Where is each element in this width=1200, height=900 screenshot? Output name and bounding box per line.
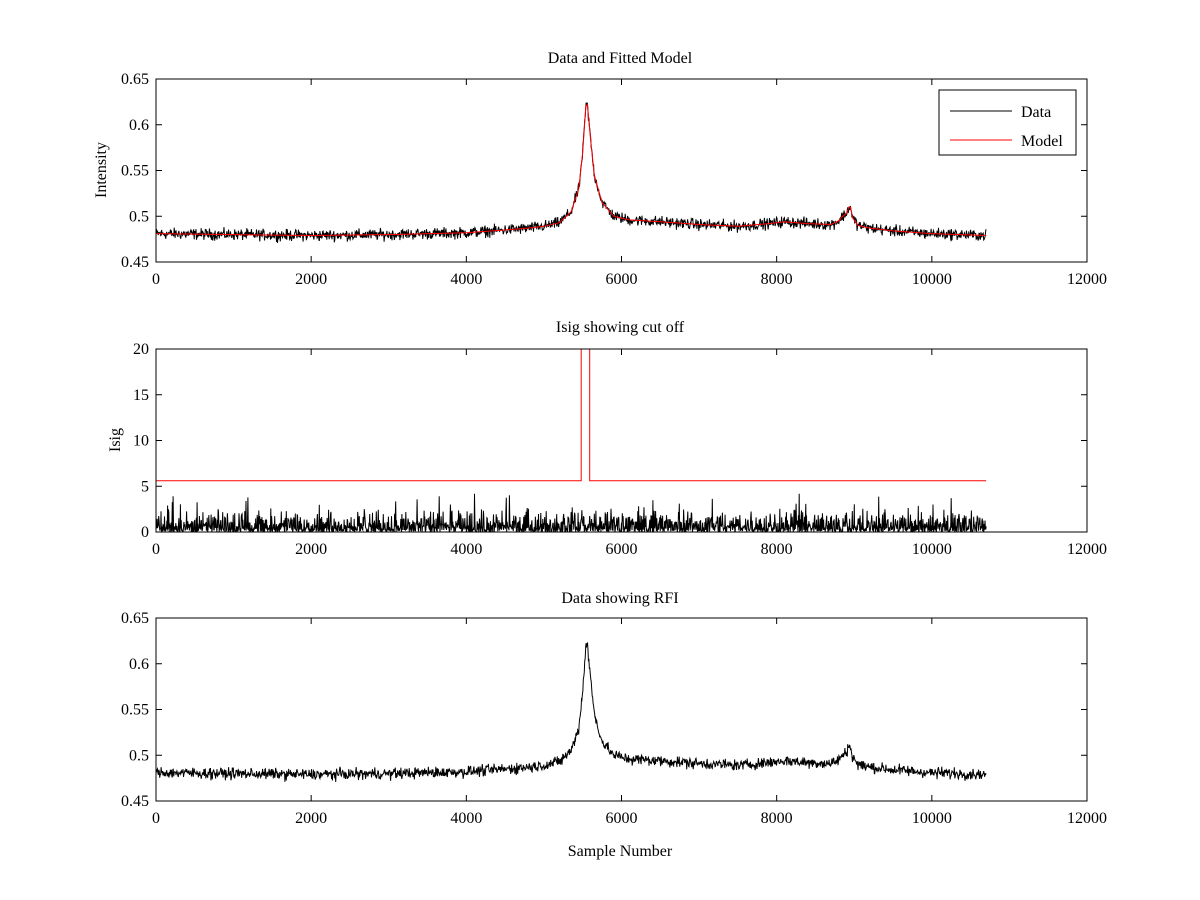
panel-1-axes: 0 2000 4000 6000 8000 10000 12000 0.45 0.5 0.55 0.… [121, 71, 1107, 288]
y-tick-label: 0 [141, 524, 149, 541]
panel-3-series-signal-line [156, 642, 987, 783]
y-tick-label: 15 [133, 387, 149, 404]
x-tick-label: 0 [152, 541, 160, 558]
legend-label-model: Model [1021, 133, 1063, 150]
y-tick-label: 0.5 [129, 208, 149, 225]
y-tick-label: 10 [133, 433, 149, 450]
y-tick-label: 0.6 [129, 117, 149, 134]
x-tick-label: 6000 [606, 810, 638, 827]
y-tick-label: 0.45 [121, 793, 149, 810]
y-tick-label: 0.65 [121, 610, 149, 627]
x-tick-label: 12000 [1067, 541, 1107, 558]
y-tick-label: 5 [141, 478, 149, 495]
panel-2-axes: 0 2000 4000 6000 8000 10000 12000 0 5 10 15 20 [133, 341, 1107, 558]
x-tick-label: 8000 [761, 271, 793, 288]
panel-2-ylabel: Isig [107, 428, 124, 452]
panel-data-showing-rfi: Data showing RFI Sample Number 0 2000 4000… [121, 590, 1107, 860]
y-tick-label: 20 [133, 341, 149, 358]
x-tick-label: 0 [152, 271, 160, 288]
x-tick-label: 8000 [761, 810, 793, 827]
x-tick-label: 4000 [450, 271, 482, 288]
x-tick-label: 6000 [606, 271, 638, 288]
legend-label-data: Data [1021, 104, 1051, 121]
panel-3-title: Data showing RFI [561, 590, 678, 607]
x-tick-label: 0 [152, 810, 160, 827]
panel-1-ylabel: Intensity [93, 142, 110, 198]
panel-1-plot-area [156, 101, 987, 243]
x-tick-label: 2000 [295, 810, 327, 827]
x-tick-label: 10000 [912, 541, 952, 558]
x-tick-label: 12000 [1067, 810, 1107, 827]
panel-data-and-fitted-model: Data and Fitted Model Intensity 0 2000 400… [93, 50, 1107, 288]
y-tick-label: 0.5 [129, 747, 149, 764]
x-tick-label: 4000 [450, 810, 482, 827]
x-tick-label: 4000 [450, 541, 482, 558]
x-tick-label: 10000 [912, 271, 952, 288]
panel-3-plot-area [156, 642, 987, 783]
panel-isig-showing-cut-off: Isig showing cut off Isig 0 2000 4000 6000 8… [107, 319, 1107, 558]
x-tick-label: 12000 [1067, 271, 1107, 288]
panel-1-title: Data and Fitted Model [548, 50, 693, 67]
y-tick-label: 0.55 [121, 163, 149, 180]
x-tick-label: 2000 [295, 541, 327, 558]
y-tick-label: 0.55 [121, 702, 149, 719]
panel-2-series-cutoff-line [156, 349, 987, 482]
x-tick-label: 2000 [295, 271, 327, 288]
panel-1-legend: Data Model [938, 89, 1077, 156]
legend-box [938, 89, 1077, 156]
x-tick-label: 8000 [761, 541, 793, 558]
y-tick-label: 0.45 [121, 254, 149, 271]
x-tick-label: 6000 [606, 541, 638, 558]
y-tick-label: 0.65 [121, 71, 149, 88]
panel-1-series-model-line [156, 103, 987, 237]
y-tick-label: 0.6 [129, 656, 149, 673]
x-tick-label: 10000 [912, 810, 952, 827]
panel-2-title: Isig showing cut off [556, 319, 685, 336]
panel-3-axes: 0 2000 4000 6000 8000 10000 12000 0.45 0.5 0.55 0.… [121, 610, 1107, 827]
panel-3-xlabel: Sample Number [568, 843, 673, 860]
